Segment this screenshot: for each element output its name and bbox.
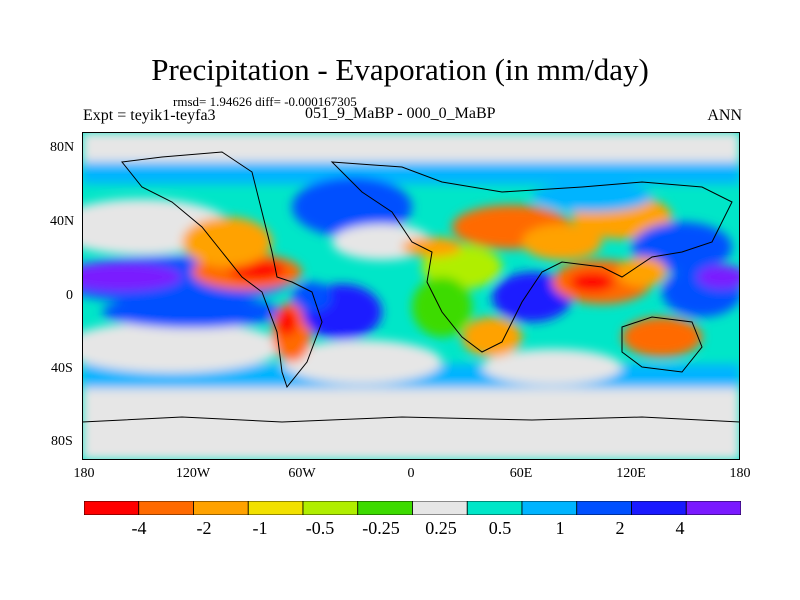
x-tick-label: 60W	[288, 466, 316, 481]
colorbar-swatch	[631, 501, 687, 515]
colorbar-label: 1	[555, 518, 565, 538]
field-patches	[82, 132, 740, 460]
x-tick-label: 120W	[175, 466, 211, 481]
colorbar-label: -0.5	[305, 518, 335, 538]
colorbar-swatch	[247, 501, 304, 515]
x-tick-label: 180	[729, 466, 751, 481]
y-tick-label: 0	[66, 288, 73, 303]
continent-outlines	[82, 151, 740, 423]
colorbar-label: 2	[615, 518, 625, 538]
map-frame	[82, 132, 740, 460]
colorbar	[84, 501, 741, 515]
y-tick-label: 40S	[51, 361, 73, 376]
colorbar-swatch	[466, 501, 523, 515]
x-tick-label: 60E	[509, 466, 533, 481]
x-tick-label: 0	[407, 466, 415, 481]
colorbar-swatch	[302, 501, 359, 515]
season-label: ANN	[707, 107, 742, 124]
colorbar-swatch	[521, 501, 578, 515]
colorbar-swatch	[193, 501, 249, 515]
stats-text: rmsd= 1.94626 diff= -0.000167305	[173, 94, 357, 109]
colorbar-label: -2	[196, 518, 212, 538]
colorbar-label: 0.25	[425, 518, 457, 538]
colorbar-label: -1	[252, 518, 268, 538]
colorbar-swatch	[412, 501, 468, 515]
chart-title: Precipitation - Evaporation (in mm/day)	[151, 52, 649, 87]
colorbar-swatch	[576, 501, 632, 515]
period-label: 051_9_MaBP - 000_0_MaBP	[305, 105, 496, 122]
x-tick-label: 120E	[616, 466, 646, 481]
y-tick-label: 80N	[50, 140, 75, 155]
australia-outline	[621, 316, 703, 373]
y-tick-label: 40N	[50, 214, 75, 229]
eurasia-africa-outline	[330, 161, 733, 353]
colorbar-swatch	[685, 501, 741, 515]
americas-outline	[121, 151, 323, 389]
colorbar-swatch	[84, 501, 140, 515]
experiment-label: Expt = teyik1-teyfa3	[83, 107, 216, 124]
colorbar-label: -0.25	[362, 518, 400, 538]
colorbar-label: -4	[131, 518, 147, 538]
colorbar-label: 0.5	[488, 518, 512, 538]
world-map	[82, 132, 740, 460]
colorbar-label: 4	[675, 518, 685, 538]
antarctica-outline	[82, 416, 740, 423]
y-tick-label: 80S	[51, 434, 73, 449]
colorbar-swatch	[138, 501, 194, 515]
x-tick-label: 180	[73, 466, 95, 481]
colorbar-swatch	[357, 501, 413, 515]
